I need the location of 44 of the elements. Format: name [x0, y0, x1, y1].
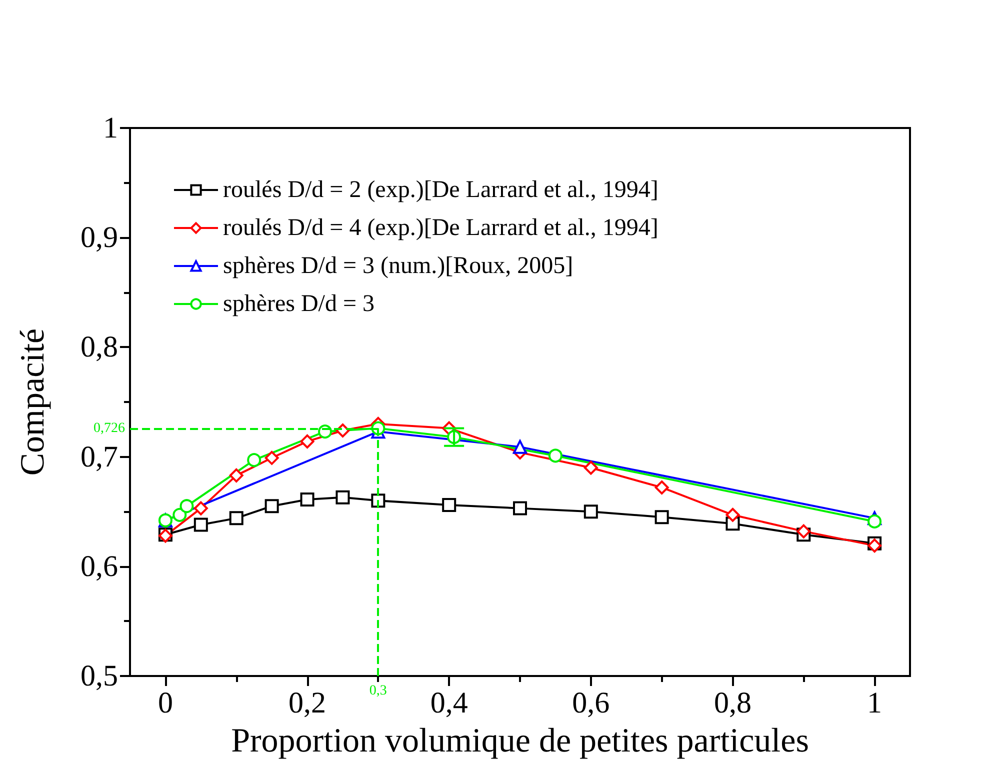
point: [336, 490, 350, 504]
point: [868, 514, 882, 528]
y-tick-label: 0,8: [80, 330, 118, 364]
x-axis-title: Proportion volumique de petites particules: [231, 722, 809, 760]
x-tick-label: 0,2: [288, 686, 326, 720]
point: [548, 448, 562, 463]
point: [584, 460, 598, 475]
legend-label: roulés D/d = 4 (exp.)[De Larrard et al., 1994]: [223, 215, 658, 241]
point: [796, 524, 811, 538]
point: [726, 508, 740, 522]
y-tick-label: 0,5: [80, 660, 118, 692]
x-tick-label: 0,6: [572, 686, 610, 720]
point: [442, 498, 456, 512]
x-tick-label: 0: [158, 686, 173, 720]
point: [264, 450, 279, 465]
y-tick-label: 1: [103, 112, 118, 144]
point: [300, 434, 314, 448]
point: [180, 499, 194, 514]
legend-label: sphères D/d = 3: [223, 291, 375, 317]
point: [513, 501, 527, 516]
point: [264, 499, 279, 514]
point: [229, 511, 244, 526]
y-tick-label: 0,7: [80, 440, 118, 474]
x-tick-label: 0,4: [430, 686, 468, 720]
ref-line-label: 0,726: [94, 420, 125, 436]
legend-label: roulés D/d = 2 (exp.)[De Larrard et al., 1994]: [223, 177, 658, 203]
y-tick-label: 0,9: [80, 221, 118, 254]
ref-line-label: 0,3: [369, 684, 387, 698]
point: [300, 492, 314, 507]
point: [194, 501, 208, 516]
point: [654, 510, 669, 524]
legend-label: sphères D/d = 3 (num.)[Roux, 2005]: [223, 253, 574, 279]
point: [229, 468, 244, 482]
point: [513, 440, 527, 454]
point: [584, 504, 598, 519]
y-tick-label: 0,6: [80, 550, 118, 583]
point: [247, 453, 262, 468]
point: [172, 508, 187, 522]
y-axis-title: Compacité: [14, 328, 52, 476]
point: [868, 538, 882, 553]
point: [654, 480, 669, 494]
point: [194, 518, 208, 532]
x-tick-label: 0,8: [714, 686, 752, 720]
x-tick-label: 1: [867, 686, 882, 720]
